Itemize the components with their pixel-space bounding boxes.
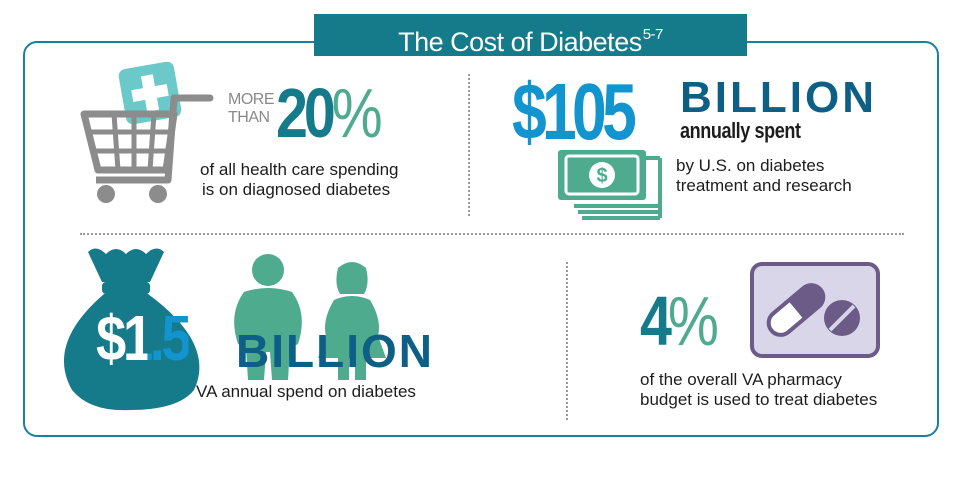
health-spending-number: 20 xyxy=(276,74,336,152)
pharmacy-value: 4% xyxy=(640,286,719,356)
shopping-cart-icon xyxy=(78,61,228,212)
us-spend-description: by U.S. on diabetes treatment and resear… xyxy=(676,156,852,196)
us-spend-desc-line2: treatment and research xyxy=(676,176,852,195)
overweight-man-icon xyxy=(228,252,308,382)
divider-vertical-top xyxy=(468,74,470,216)
more-than-label: MORE THAN xyxy=(228,91,275,127)
us-spend-amount: $105 xyxy=(512,67,637,156)
health-spending-description: of all health care spending is on diagno… xyxy=(200,160,398,200)
health-spending-percent: % xyxy=(331,74,383,152)
more-than-line1: MORE xyxy=(228,91,275,108)
us-spend-subtitle: annually spent xyxy=(680,118,801,143)
health-spending-desc-line2: is on diagnosed diabetes xyxy=(202,180,391,199)
health-spending-desc-line1: of all health care spending xyxy=(200,160,399,179)
us-spend-unit: BILLION xyxy=(680,73,877,122)
va-spend-unit: BILLION xyxy=(236,325,434,377)
title-text: The Cost of Diabetes xyxy=(398,27,642,57)
va-spend-amount: $1.5 xyxy=(96,302,192,374)
more-than-line2: THAN xyxy=(228,109,270,126)
dollar-bills-icon: $ xyxy=(556,148,664,220)
title-banner: The Cost of Diabetes5-7 xyxy=(314,14,747,57)
overweight-woman-icon xyxy=(316,258,388,382)
pharmacy-desc-line2: budget is used to treat diabetes xyxy=(640,390,878,409)
divider-vertical-bottom xyxy=(566,262,568,420)
health-spending-value: 20% xyxy=(276,78,383,148)
money-bag-icon xyxy=(58,244,208,412)
va-spend-amount-wrap: $1.5 xyxy=(96,306,192,370)
svg-text:$: $ xyxy=(596,165,607,187)
title-superscript: 5-7 xyxy=(642,26,664,43)
pharmacy-desc-line1: of the overall VA pharmacy xyxy=(640,370,842,389)
pharmacy-number: 4 xyxy=(640,282,672,360)
pharmacy-description: of the overall VA pharmacy budget is use… xyxy=(640,370,877,410)
divider-horizontal xyxy=(80,233,904,235)
pills-icon xyxy=(750,262,880,358)
us-spend-desc-line1: by U.S. on diabetes xyxy=(676,156,825,175)
va-spend-description: VA annual spend on diabetes xyxy=(196,382,416,401)
pharmacy-percent: % xyxy=(667,282,719,360)
